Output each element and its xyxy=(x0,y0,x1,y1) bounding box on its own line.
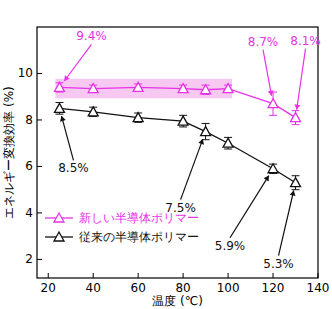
marker xyxy=(201,127,211,136)
marker xyxy=(178,116,188,125)
y-tick-label: 10 xyxy=(18,66,33,80)
annotation: 8.5% xyxy=(58,161,89,175)
x-tick-label: 140 xyxy=(307,281,330,295)
x-tick xyxy=(48,273,49,278)
annotation: 5.9% xyxy=(215,239,246,253)
annotation-arrowhead xyxy=(198,139,204,145)
annotation-arrow xyxy=(62,116,74,160)
x-tick-label: 120 xyxy=(262,281,285,295)
annotation: 5.3% xyxy=(263,257,294,271)
x-tick-label: 100 xyxy=(217,281,240,295)
chart: 20 40 60 80 100 120 140 2 4 6 8 10 温度 (℃) エネルギー変換効率 (… xyxy=(0,0,332,309)
x-tick-label: 60 xyxy=(131,281,146,295)
y-axis-label: エネルギー変換効率 (%) xyxy=(2,86,16,219)
y-tick xyxy=(37,166,42,167)
x-tick xyxy=(138,273,139,278)
annotation-arrowhead xyxy=(290,191,296,197)
marker xyxy=(223,138,233,147)
error-cap xyxy=(224,149,232,150)
x-axis-label: 温度 (℃) xyxy=(152,294,203,308)
error-cap xyxy=(292,189,300,190)
annotation-arrowhead xyxy=(60,116,66,122)
marker xyxy=(178,84,188,93)
series-line xyxy=(59,108,295,182)
legend-label: 従来の半導体ポリマー xyxy=(79,230,199,244)
x-tick xyxy=(318,273,319,278)
marker xyxy=(133,113,143,122)
error-cap xyxy=(269,115,277,116)
marker xyxy=(54,82,64,91)
error-cap xyxy=(202,123,210,124)
marker xyxy=(291,178,301,187)
error-cap xyxy=(55,114,63,115)
x-tick-label: 20 xyxy=(41,281,56,295)
marker xyxy=(291,113,301,122)
x-tick-label: 40 xyxy=(86,281,101,295)
annotation: 8.1% xyxy=(290,34,321,48)
y-tick xyxy=(37,119,42,120)
annotation: 9.4% xyxy=(76,29,107,43)
annotation-arrow xyxy=(181,139,203,199)
y-tick xyxy=(37,73,42,74)
marker xyxy=(201,85,211,94)
plot-data xyxy=(54,82,300,189)
y-tick-label: 6 xyxy=(25,159,33,173)
marker xyxy=(88,84,98,93)
x-tick xyxy=(273,273,274,278)
annotation: 8.7% xyxy=(248,35,279,49)
x-tick xyxy=(228,273,229,278)
y-tick xyxy=(37,212,42,213)
annotation-arrow xyxy=(64,44,91,81)
marker xyxy=(223,84,233,93)
error-cap xyxy=(292,110,300,111)
annotation-arrowhead xyxy=(64,75,69,81)
legend-label: 新しい半導体ポリマー xyxy=(79,211,199,225)
marker xyxy=(88,107,98,116)
error-cap xyxy=(179,126,187,127)
error-cap xyxy=(292,124,300,125)
x-tick xyxy=(93,273,94,278)
annotation-arrow xyxy=(263,50,272,96)
y-tick-label: 4 xyxy=(25,206,33,220)
annotation-arrowhead xyxy=(264,176,269,182)
annotation-arrow xyxy=(230,176,269,238)
y-tick-label: 8 xyxy=(25,113,33,127)
annotation-arrow xyxy=(279,191,294,256)
annotation-arrow xyxy=(297,49,306,110)
y-tick-label: 2 xyxy=(25,252,33,266)
marker xyxy=(54,103,64,112)
marker xyxy=(133,82,143,91)
x-tick xyxy=(183,273,184,278)
y-tick xyxy=(37,259,42,260)
legend-marker xyxy=(54,213,64,222)
error-cap xyxy=(292,175,300,176)
marker xyxy=(268,164,278,173)
plot-frame xyxy=(37,27,318,278)
marker xyxy=(268,99,278,108)
annotation-arrowhead xyxy=(268,90,274,95)
x-tick-label: 80 xyxy=(175,281,190,295)
annotation-arrowhead xyxy=(294,104,300,109)
legend-marker xyxy=(54,232,64,241)
